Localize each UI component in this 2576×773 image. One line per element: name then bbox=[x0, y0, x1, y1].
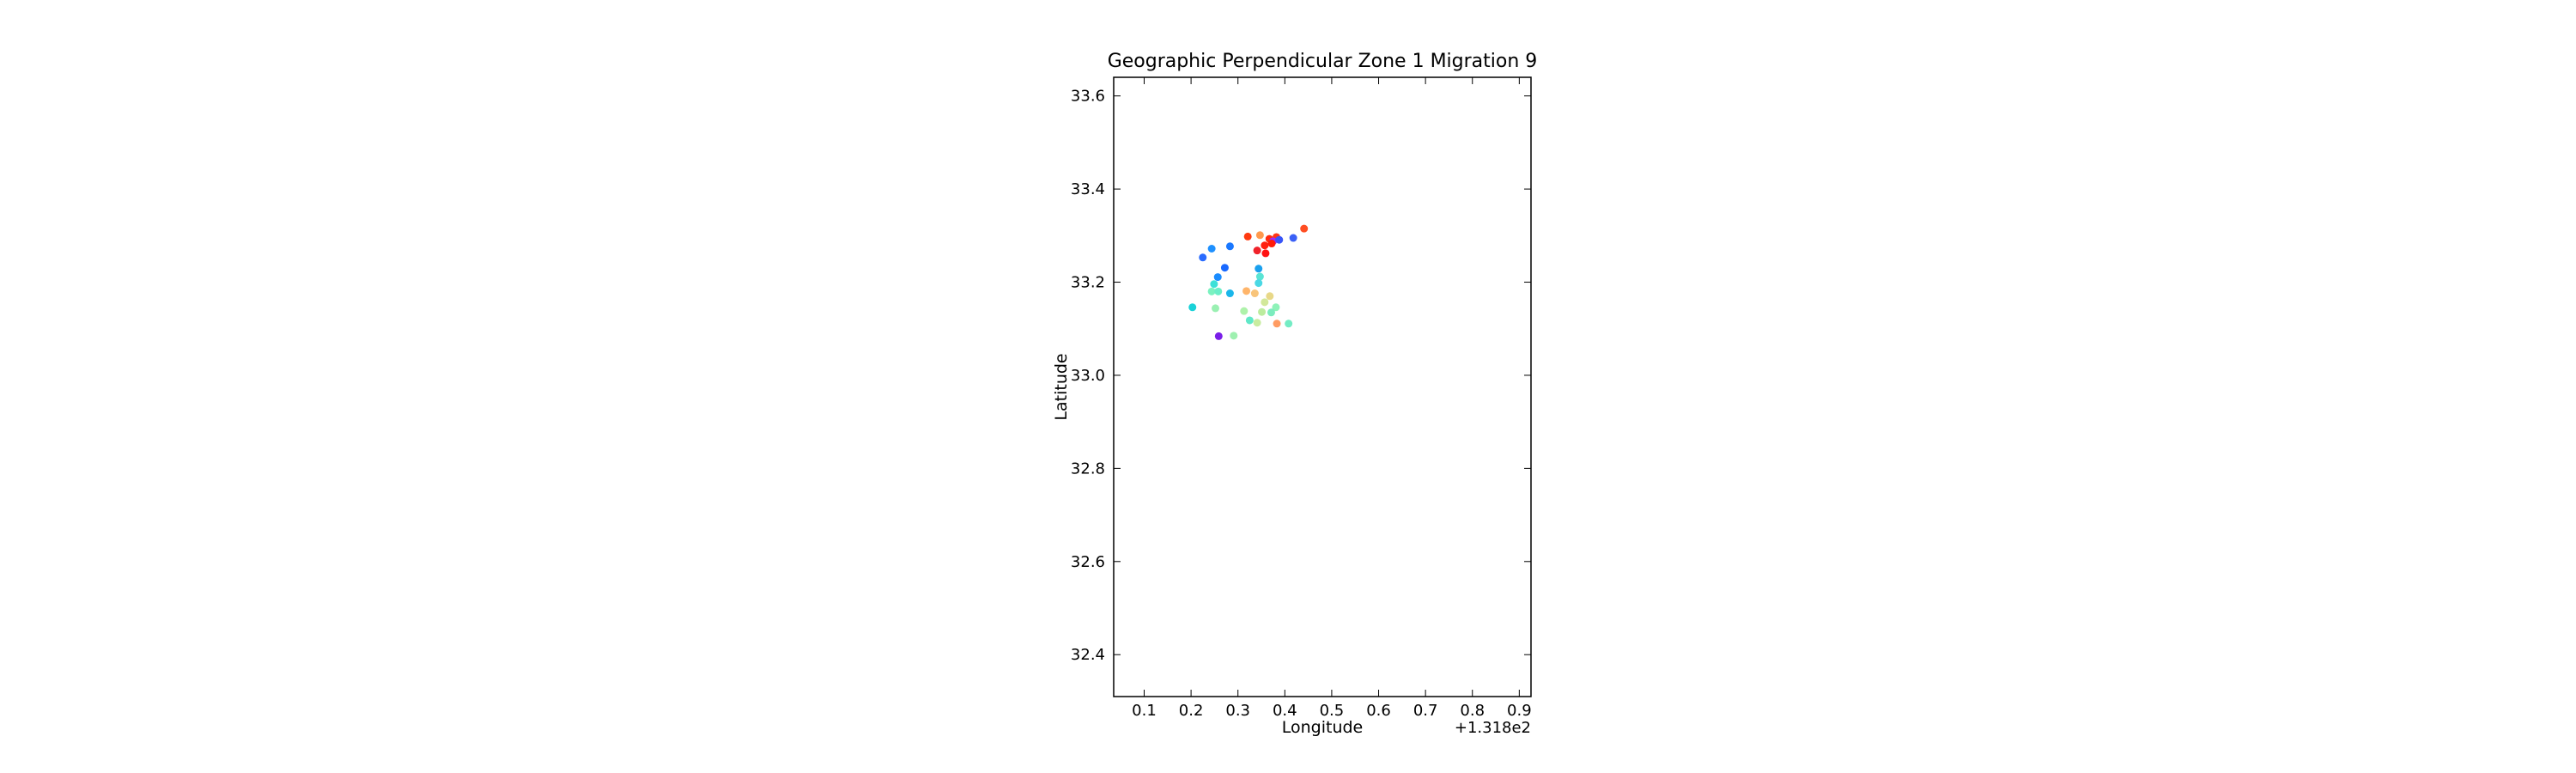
data-point bbox=[1214, 287, 1223, 295]
chart-title: Geographic Perpendicular Zone 1 Migratio… bbox=[1108, 51, 1538, 72]
data-point bbox=[1255, 279, 1263, 288]
data-point bbox=[1225, 242, 1234, 251]
y-tick-label: 33.6 bbox=[1071, 88, 1105, 106]
data-point bbox=[1253, 247, 1261, 255]
data-point bbox=[1230, 332, 1238, 340]
data-point bbox=[1214, 332, 1223, 340]
data-point bbox=[1272, 303, 1280, 312]
data-point bbox=[1240, 307, 1249, 315]
y-tick-label: 33.0 bbox=[1071, 367, 1105, 385]
y-tick-label: 32.4 bbox=[1071, 646, 1105, 664]
data-point bbox=[1261, 298, 1269, 307]
data-point bbox=[1255, 265, 1263, 273]
data-point bbox=[1207, 244, 1216, 253]
x-tick-label: 0.1 bbox=[1132, 702, 1157, 720]
x-tick-label: 0.6 bbox=[1366, 702, 1391, 720]
data-point bbox=[1285, 320, 1293, 328]
data-point bbox=[1267, 240, 1276, 248]
data-point bbox=[1258, 307, 1267, 316]
x-axis-offset-label: +1.318e2 bbox=[1455, 719, 1531, 737]
y-tick-label: 33.2 bbox=[1071, 274, 1105, 292]
plot-area-frame bbox=[1113, 76, 1532, 697]
x-tick-label: 0.5 bbox=[1320, 702, 1345, 720]
data-point bbox=[1225, 289, 1234, 298]
data-point bbox=[1261, 241, 1269, 250]
data-point bbox=[1207, 287, 1216, 295]
data-point bbox=[1255, 231, 1264, 240]
y-tick-label: 33.4 bbox=[1071, 180, 1105, 198]
data-point bbox=[1275, 235, 1284, 244]
axis-ticks: 0.1 0.2 0.3 0.4 0.5 0.6 0.7 0.8 0.9 32.4 32.6 32.8 3… bbox=[1071, 77, 1532, 720]
x-tick-label: 0.9 bbox=[1507, 702, 1532, 720]
data-points bbox=[1188, 224, 1309, 340]
data-point bbox=[1266, 292, 1274, 301]
data-point bbox=[1245, 316, 1254, 325]
data-point bbox=[1300, 224, 1309, 233]
data-point bbox=[1211, 304, 1219, 313]
x-tick-label: 0.3 bbox=[1225, 702, 1250, 720]
data-point bbox=[1243, 232, 1252, 240]
y-axis-label: Latitude bbox=[1052, 353, 1071, 420]
x-tick-label: 0.4 bbox=[1273, 702, 1297, 720]
data-point bbox=[1273, 320, 1281, 328]
x-tick-label: 0.7 bbox=[1413, 702, 1438, 720]
data-point bbox=[1242, 287, 1251, 295]
x-tick-label: 0.8 bbox=[1460, 702, 1485, 720]
data-point bbox=[1210, 280, 1218, 289]
data-point bbox=[1267, 308, 1275, 317]
data-point bbox=[1255, 272, 1264, 281]
data-point bbox=[1220, 264, 1229, 272]
y-tick-label: 32.8 bbox=[1071, 460, 1105, 478]
data-point bbox=[1289, 234, 1297, 242]
x-tick-label: 0.2 bbox=[1179, 702, 1204, 720]
y-tick-label: 32.6 bbox=[1071, 553, 1105, 571]
x-axis-label: Longitude bbox=[1282, 718, 1364, 737]
data-point bbox=[1261, 249, 1270, 258]
data-point bbox=[1188, 303, 1197, 312]
data-point bbox=[1199, 253, 1207, 262]
data-point bbox=[1250, 289, 1259, 298]
data-point bbox=[1213, 273, 1222, 282]
data-point bbox=[1253, 319, 1261, 327]
